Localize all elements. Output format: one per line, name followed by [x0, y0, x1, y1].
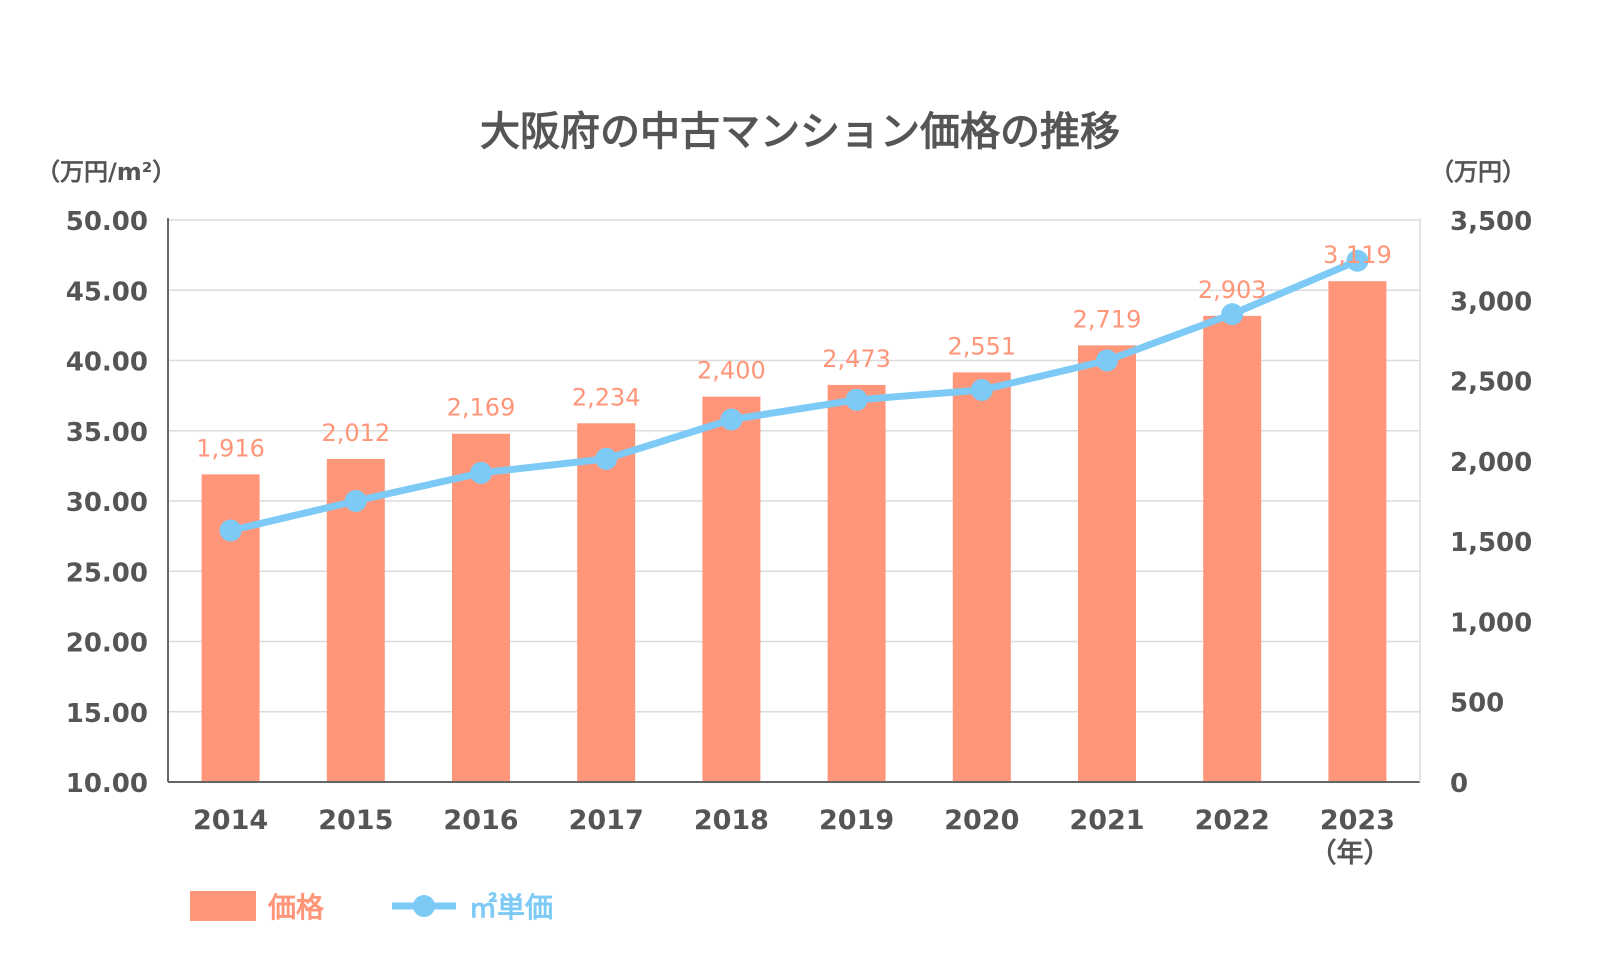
- bar-data-label: 2,169: [447, 394, 516, 422]
- legend-bar-label: 価格: [267, 891, 325, 924]
- right-y-tick-label: 3,500: [1450, 207, 1532, 237]
- bar-data-label: 3,119: [1323, 241, 1392, 269]
- bar-data-label: 2,012: [321, 419, 390, 447]
- line-point-2017: [595, 447, 618, 470]
- bar-2016: [452, 433, 510, 782]
- line-point-2020: [970, 379, 993, 402]
- bar-data-label: 2,473: [822, 345, 891, 373]
- bar-2022: [1203, 315, 1262, 782]
- bar-2020: [952, 372, 1011, 782]
- bar-data-label: 2,234: [572, 383, 641, 411]
- bar-data-label: 2,400: [697, 357, 766, 385]
- right-y-tick-label: 2,500: [1450, 368, 1532, 398]
- line-point-2015: [344, 490, 367, 512]
- legend-line-marker: [413, 895, 435, 917]
- bar-2021: [1078, 345, 1136, 782]
- x-tick-label: 2016: [443, 805, 518, 836]
- line-point-2021: [1096, 349, 1118, 372]
- line-series: [219, 249, 1369, 542]
- left-y-tick-label: 10.00: [66, 769, 148, 799]
- x-tick-label: 2018: [694, 805, 769, 836]
- line-point-2023: [1346, 249, 1369, 272]
- left-y-tick-label: 45.00: [66, 277, 148, 307]
- bar-data-label: 2,903: [1198, 276, 1267, 304]
- line-point-2019: [845, 388, 868, 411]
- labels: 50.00 45.00 40.00 35.00 30.00 25.00 20.00 15.00…: [66, 207, 1533, 836]
- line-point-2014: [219, 519, 242, 542]
- line-point-2016: [470, 461, 492, 484]
- bar-data-label: 2,719: [1073, 305, 1142, 333]
- right-y-tick-label: 1,500: [1450, 528, 1532, 558]
- x-tick-label: 2021: [1069, 805, 1144, 836]
- legend-line-label: ㎡単価: [469, 891, 553, 924]
- chart-title: 大阪府の中古マンション価格の推移: [480, 109, 1120, 155]
- right-y-tick-label: 1,000: [1450, 608, 1532, 638]
- legend-bar-swatch: [190, 891, 256, 921]
- left-axis-unit: （万円/m²）: [36, 158, 176, 186]
- left-y-tick-label: 35.00: [66, 418, 148, 448]
- line-point-2022: [1221, 303, 1244, 326]
- left-y-tick-label: 30.00: [66, 488, 148, 518]
- x-axis-label: （年）: [1310, 837, 1391, 869]
- x-tick-label: 2022: [1195, 805, 1270, 836]
- left-y-tick-label: 25.00: [66, 558, 148, 588]
- right-y-tick-label: 3,000: [1450, 287, 1532, 317]
- line-point-2018: [720, 408, 743, 431]
- left-y-tick-label: 15.00: [66, 699, 148, 729]
- right-y-tick-label: 0: [1450, 769, 1468, 799]
- bar-2015: [326, 458, 385, 782]
- right-y-tick-label: 500: [1450, 689, 1504, 719]
- bar-data-label: 2,551: [947, 332, 1016, 360]
- x-tick-label: 2020: [944, 805, 1019, 836]
- axes: [167, 218, 1421, 783]
- x-tick-label: 2014: [193, 805, 268, 836]
- bar-2017: [577, 423, 636, 782]
- left-y-tick-label: 40.00: [66, 348, 148, 378]
- bar-data-label: 1,916: [196, 434, 265, 462]
- left-y-tick-label: 20.00: [66, 629, 148, 659]
- left-y-tick-label: 50.00: [66, 207, 148, 237]
- x-tick-label: 2017: [569, 805, 644, 836]
- x-tick-label: 2019: [819, 805, 894, 836]
- bar-2023: [1328, 281, 1387, 782]
- bar-series: [201, 281, 1387, 782]
- bar-2018: [702, 396, 761, 782]
- bar-2019: [827, 384, 886, 782]
- legend: 価格 ㎡単価: [190, 891, 553, 924]
- x-tick-label: 2023: [1320, 805, 1395, 836]
- x-tick-label: 2015: [318, 805, 393, 836]
- right-axis-unit: （万円）: [1430, 158, 1526, 186]
- unit-price-line: [227, 257, 1361, 535]
- right-y-tick-label: 2,000: [1450, 448, 1532, 478]
